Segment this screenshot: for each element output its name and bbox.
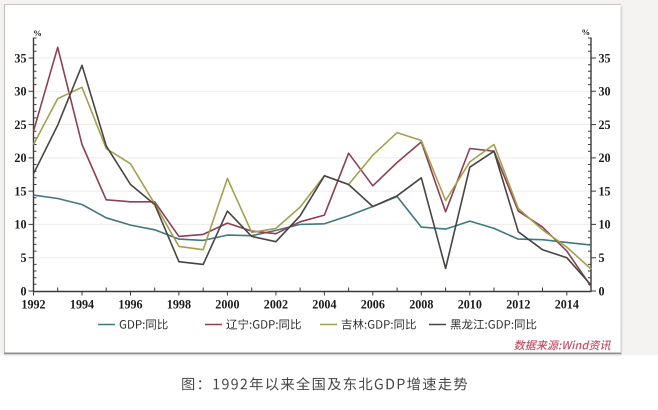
svg-text:1996: 1996 [118,298,142,312]
svg-text:%: % [581,27,590,37]
svg-text:2008: 2008 [409,298,433,312]
svg-text:20: 20 [599,151,611,165]
svg-text:2006: 2006 [361,298,385,312]
svg-text:35: 35 [599,51,611,65]
svg-text:15: 15 [599,184,611,198]
svg-text:20: 20 [14,151,26,165]
svg-text:15: 15 [14,184,26,198]
svg-text:10: 10 [599,218,611,232]
svg-text:0: 0 [20,284,26,298]
svg-text:5: 5 [599,251,605,265]
svg-text:30: 30 [14,85,26,99]
svg-text:%: % [33,28,42,38]
svg-text:10: 10 [14,218,26,232]
svg-text:2000: 2000 [215,298,239,312]
svg-text:25: 25 [599,118,611,132]
svg-text:5: 5 [20,251,26,265]
svg-text:25: 25 [14,118,26,132]
svg-text:2012: 2012 [506,298,530,312]
svg-text:2002: 2002 [264,298,288,312]
svg-text:35: 35 [14,51,26,65]
svg-text:2010: 2010 [458,298,482,312]
svg-text:1992: 1992 [21,298,45,312]
svg-text:1998: 1998 [167,298,191,312]
svg-text:0: 0 [599,284,605,298]
svg-text:2014: 2014 [555,298,579,312]
svg-text:1994: 1994 [70,298,94,312]
svg-text:2004: 2004 [312,298,336,312]
svg-text:30: 30 [599,85,611,99]
